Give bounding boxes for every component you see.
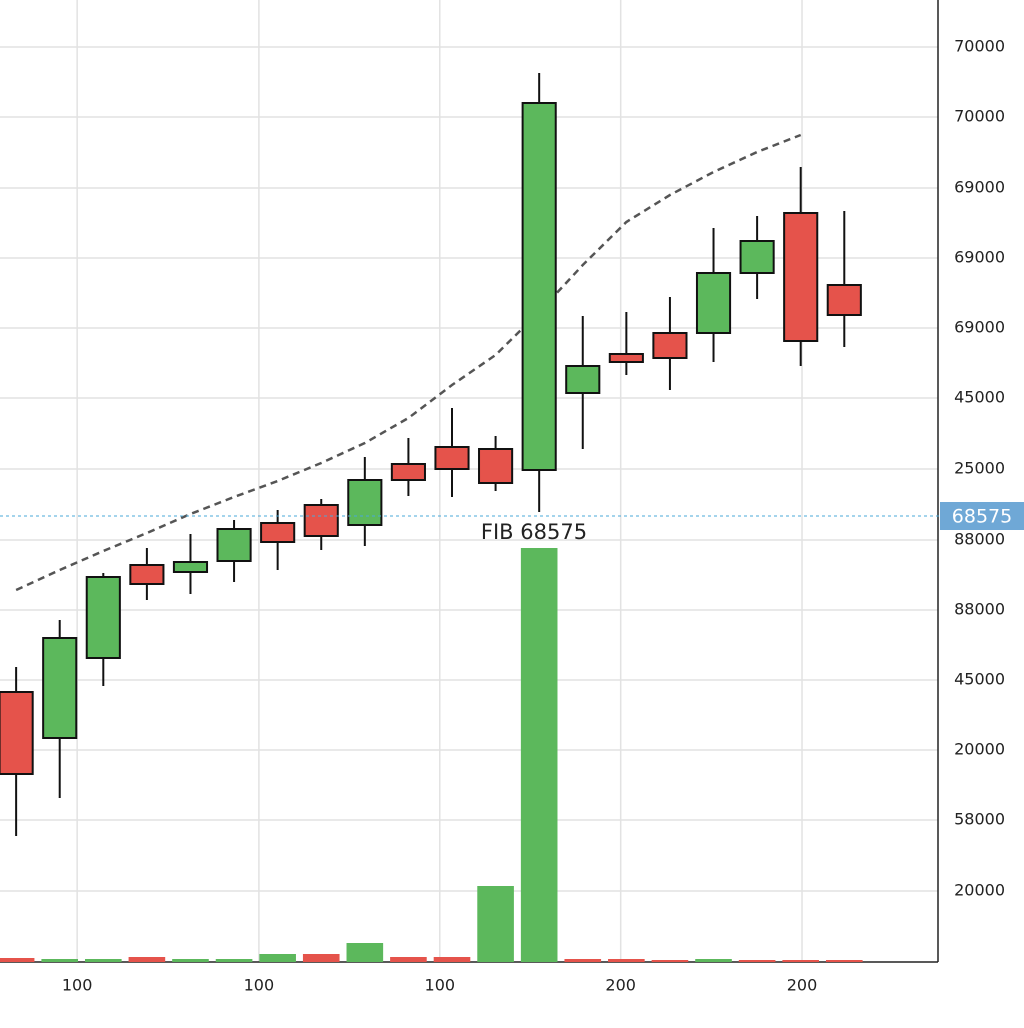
y-tick-label: 58000 <box>954 810 1005 829</box>
y-tick-label: 45000 <box>954 388 1005 407</box>
volume-bar <box>477 886 514 962</box>
candle-body <box>608 353 644 363</box>
volume-bar <box>695 959 732 962</box>
candle-body <box>739 240 775 274</box>
y-tick-label: 45000 <box>954 670 1005 689</box>
candle-body <box>216 528 252 562</box>
candle-body <box>826 284 862 316</box>
y-tick-label: 69000 <box>954 248 1005 267</box>
candle-body <box>129 564 165 585</box>
y-tick-label: 70000 <box>954 107 1005 126</box>
volume-bar <box>738 960 776 962</box>
volume-bar <box>346 943 384 962</box>
candle-body <box>347 479 383 526</box>
candle-body <box>565 365 601 394</box>
y-tick-label: 88000 <box>954 530 1005 549</box>
candle-body <box>85 576 121 659</box>
x-tick-label: 100 <box>62 976 93 995</box>
y-tick-label: 70000 <box>954 37 1005 56</box>
x-tick-label: 200 <box>787 976 818 995</box>
candle-body <box>172 561 209 573</box>
volume-bar <box>564 959 602 962</box>
x-tick-label: 100 <box>425 976 456 995</box>
candle-body <box>0 691 34 775</box>
y-tick-label: 69000 <box>954 318 1005 337</box>
moving-average <box>15 133 802 592</box>
volume-bar <box>302 954 340 962</box>
volume-bar <box>41 959 79 962</box>
candle-body <box>390 463 426 481</box>
volume-bar <box>172 959 209 962</box>
volume-bar <box>825 960 863 962</box>
y-tick-label: 88000 <box>954 600 1005 619</box>
candle-body <box>260 522 296 543</box>
price-tag-label: 68575 <box>952 506 1012 528</box>
candle-body <box>695 272 732 334</box>
annotation: FIB 68575 <box>481 520 587 544</box>
candle-body <box>303 504 339 537</box>
price-tag <box>940 502 1024 530</box>
volume-bar <box>128 957 166 962</box>
y-tick-label: 69000 <box>954 178 1005 197</box>
volume-bar <box>0 958 35 962</box>
y-tick-label: 25000 <box>954 459 1005 478</box>
x-tick-label: 100 <box>244 976 275 995</box>
volume-bar <box>433 957 471 962</box>
candle-body <box>521 102 557 471</box>
candle-body <box>434 446 470 470</box>
candle-body <box>478 448 514 484</box>
volume-bar <box>782 960 820 962</box>
volume-bar <box>651 960 689 962</box>
y-tick-label: 20000 <box>954 740 1005 759</box>
volume-bar <box>608 959 645 962</box>
y-tick-label: 20000 <box>954 881 1005 900</box>
x-tick-label: 200 <box>605 976 636 995</box>
volume-bar <box>215 959 253 962</box>
volume-bar <box>259 954 296 962</box>
candle-body <box>42 637 78 739</box>
candle-body <box>783 212 819 342</box>
volume-bar <box>84 959 122 962</box>
volume-bar <box>390 957 427 962</box>
candle-body <box>652 332 688 359</box>
volume-bar <box>520 548 558 962</box>
